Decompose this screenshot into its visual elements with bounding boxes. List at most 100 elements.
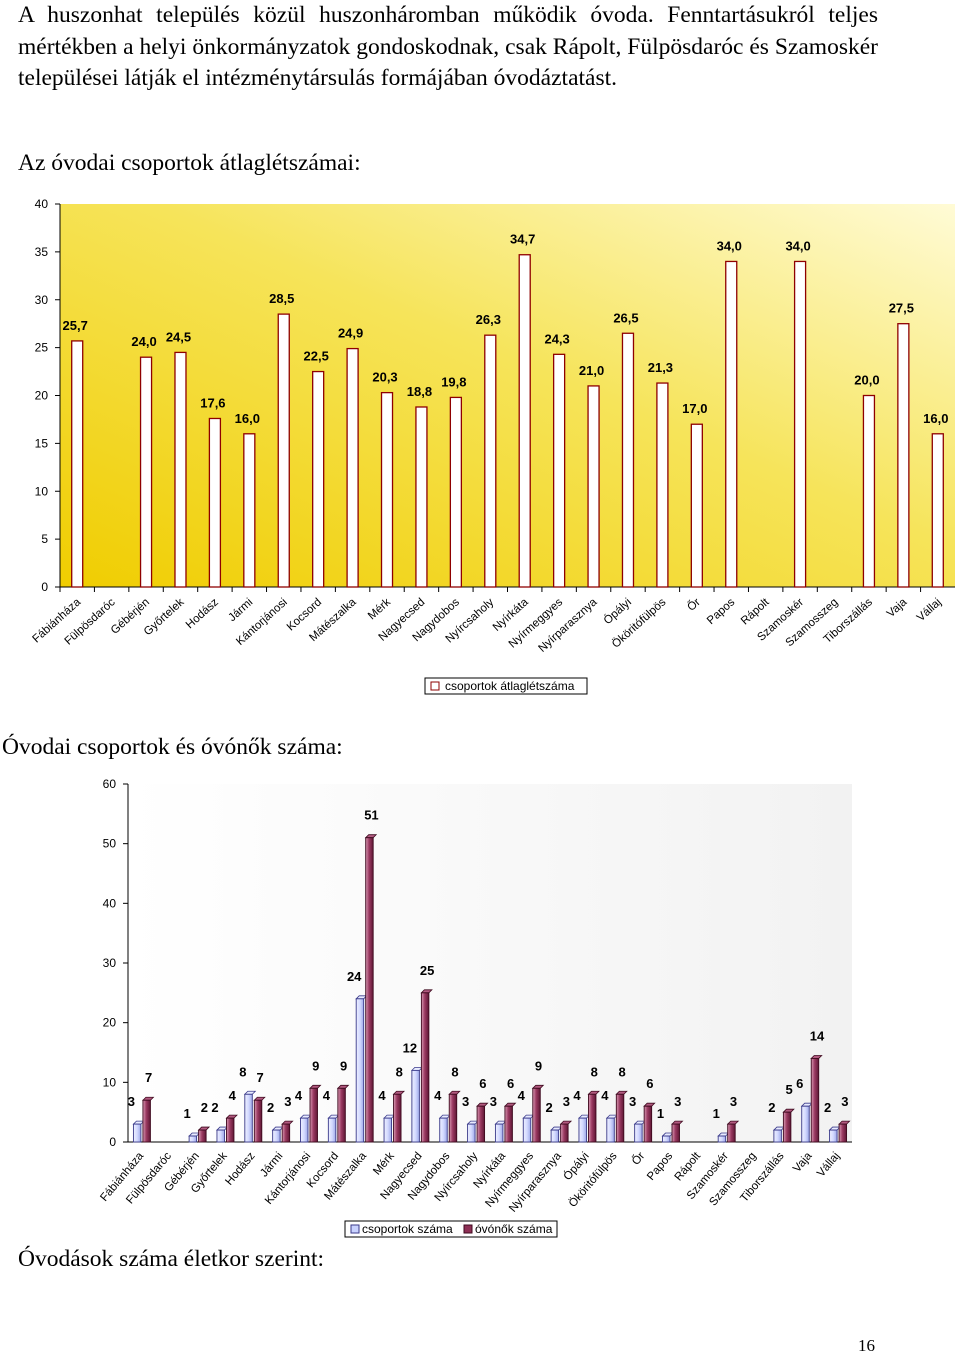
y-tick-label: 0	[109, 1135, 116, 1149]
heading-children-by-age: Óvodások száma életkor szerint:	[18, 1246, 325, 1272]
bar	[420, 992, 430, 1143]
data-label: 4	[378, 1088, 386, 1103]
y-tick-label: 10	[35, 484, 49, 498]
legend-label: óvónők száma	[475, 1222, 553, 1236]
bar	[578, 1117, 587, 1143]
data-label: 3	[284, 1094, 291, 1109]
data-label: 3	[674, 1094, 681, 1109]
data-label: 4	[229, 1088, 237, 1103]
data-label: 34,7	[510, 232, 535, 247]
legend-box	[344, 1220, 558, 1238]
data-label: 4	[295, 1088, 303, 1103]
bar	[656, 382, 669, 588]
data-label: 25,7	[63, 318, 88, 333]
bar	[504, 1105, 513, 1143]
data-label: 6	[507, 1076, 514, 1091]
data-label: 2	[201, 1100, 208, 1115]
data-label: 14	[810, 1028, 825, 1043]
x-tick-label: Vaja	[885, 596, 910, 620]
bar	[272, 1129, 281, 1143]
data-label: 21,0	[579, 363, 604, 378]
data-label: 27,5	[889, 301, 914, 316]
y-tick-label: 40	[35, 197, 49, 211]
bar	[355, 998, 365, 1143]
y-tick-label: 40	[103, 896, 117, 910]
data-label: 8	[396, 1064, 403, 1079]
data-label: 3	[490, 1094, 497, 1109]
x-tick-label: Vaja	[791, 1150, 815, 1175]
y-tick-label: 0	[41, 580, 48, 594]
legend-swatch	[430, 681, 440, 691]
data-label: 4	[518, 1088, 526, 1103]
data-label: 3	[841, 1094, 848, 1109]
data-label: 7	[256, 1070, 263, 1085]
bar	[188, 1135, 198, 1143]
x-tick-label: Jármi	[258, 1150, 285, 1179]
data-label: 24	[347, 969, 362, 984]
data-label: 24,5	[166, 329, 191, 344]
y-tick-label: 30	[103, 956, 117, 970]
data-label: 17,6	[200, 395, 225, 410]
data-label: 4	[573, 1088, 581, 1103]
data-label: 3	[563, 1094, 570, 1109]
bar	[484, 334, 497, 588]
bar	[588, 1093, 597, 1143]
bar	[132, 1123, 142, 1143]
intro-paragraph: A huszonhat település közül huszonháromb…	[18, 2, 878, 91]
bar	[71, 340, 84, 588]
bar	[208, 417, 222, 588]
bar	[606, 1117, 615, 1143]
data-label: 24,3	[544, 331, 569, 346]
y-tick-label: 20	[103, 1016, 117, 1030]
data-label: 2	[768, 1100, 775, 1115]
x-tick-label: Hodász	[184, 596, 221, 631]
data-label: 4	[434, 1088, 442, 1103]
x-tick-label: Mérk	[371, 1150, 397, 1177]
y-tick-label: 30	[35, 293, 49, 307]
data-label: 12	[403, 1040, 417, 1055]
data-label: 3	[730, 1094, 737, 1109]
data-label: 8	[239, 1064, 246, 1079]
x-tick-label: Őr	[684, 595, 703, 614]
bar	[337, 1087, 346, 1143]
y-tick-label: 60	[103, 777, 117, 791]
bar	[532, 1087, 541, 1143]
data-label: 8	[618, 1064, 625, 1079]
data-label: 6	[796, 1076, 803, 1091]
bar	[226, 1117, 235, 1143]
y-tick-label: 5	[41, 532, 48, 546]
x-tick-label: Papos	[645, 1150, 675, 1183]
data-label: 1	[183, 1106, 190, 1121]
bar	[662, 1135, 671, 1143]
bar	[393, 1093, 402, 1143]
x-tick-label: Vállaj	[915, 596, 944, 624]
bar	[309, 1087, 318, 1143]
y-tick-label: 35	[35, 245, 49, 259]
bar	[277, 313, 290, 588]
data-label: 20,0	[854, 373, 879, 388]
data-label: 18,8	[407, 384, 432, 399]
data-label: 16,0	[235, 411, 260, 426]
data-label: 24,0	[131, 334, 156, 349]
bar	[494, 1123, 504, 1143]
heading-groups-and-teachers: Óvodai csoportok és óvónők száma:	[2, 734, 343, 760]
data-label: 34,0	[717, 238, 742, 253]
bar	[365, 837, 374, 1143]
bar	[727, 1123, 736, 1143]
x-tick-label: Nyírparasznya	[536, 596, 600, 655]
data-label: 21,3	[648, 360, 673, 375]
data-label: 3	[462, 1094, 469, 1109]
bar	[281, 1123, 291, 1143]
data-label: 8	[451, 1064, 458, 1079]
bar	[253, 1099, 263, 1143]
bar	[448, 1093, 458, 1143]
y-tick-label: 15	[35, 436, 49, 450]
page-number: 16	[858, 1336, 875, 1355]
bar	[142, 1099, 151, 1143]
data-label: 2	[267, 1100, 274, 1115]
bar	[449, 396, 463, 588]
data-label: 1	[713, 1106, 720, 1121]
data-label: 17,0	[682, 401, 707, 416]
data-label: 3	[128, 1094, 135, 1109]
bar	[174, 351, 187, 588]
